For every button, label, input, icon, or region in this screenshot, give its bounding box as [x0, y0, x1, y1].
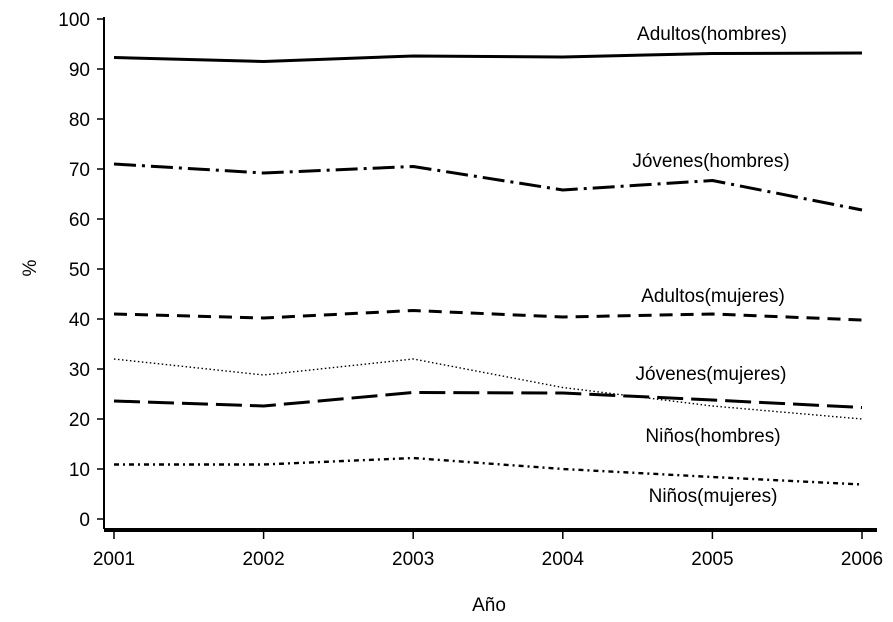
x-tick-label: 2005 — [691, 549, 733, 570]
x-tick-label: 2006 — [841, 549, 883, 570]
series-label-5: Niños(mujeres) — [649, 486, 778, 507]
axes — [103, 17, 877, 532]
y-axis-title: % — [20, 259, 41, 276]
ticks: 0 10 20 30 40 50 60 70 80 90 100 2001 2002 2003 2004 20… — [58, 10, 883, 570]
y-tick-label: 70 — [69, 160, 90, 181]
series-label-1: Jóvenes(hombres) — [632, 151, 789, 172]
y-tick-label: 60 — [69, 210, 90, 231]
series-line-0 — [113, 51, 863, 63]
y-tick-label: 0 — [79, 510, 90, 531]
x-axis-title: Año — [472, 595, 506, 616]
series-label-4: Niños(hombres) — [645, 426, 780, 447]
series-line-1 — [113, 162, 863, 212]
y-tick-label: 20 — [69, 410, 90, 431]
y-tick-label: 80 — [69, 110, 90, 131]
y-tick-label: 30 — [69, 360, 90, 381]
x-tick-label: 2001 — [93, 549, 135, 570]
y-tick-label: 90 — [69, 60, 90, 81]
y-tick-label: 10 — [69, 460, 90, 481]
series-labels: Adultos(hombres) Jóvenes(hombres) Adultos(… — [632, 24, 789, 507]
series-label-3: Jóvenes(mujeres) — [636, 364, 787, 385]
series-line-5 — [114, 456, 863, 486]
series-line-4 — [113, 358, 863, 420]
series-label-2: Adultos(mujeres) — [641, 286, 785, 307]
x-tick-label: 2002 — [242, 549, 284, 570]
series-lines — [113, 51, 863, 486]
x-tick-label: 2003 — [392, 549, 434, 570]
y-tick-label: 100 — [58, 10, 90, 31]
x-tick-label: 2004 — [542, 549, 585, 570]
series-label-0: Adultos(hombres) — [637, 24, 787, 45]
y-tick-label: 50 — [69, 260, 90, 281]
y-tick-label: 40 — [69, 310, 90, 331]
series-line-2 — [113, 309, 863, 322]
series-line-3 — [113, 391, 863, 409]
